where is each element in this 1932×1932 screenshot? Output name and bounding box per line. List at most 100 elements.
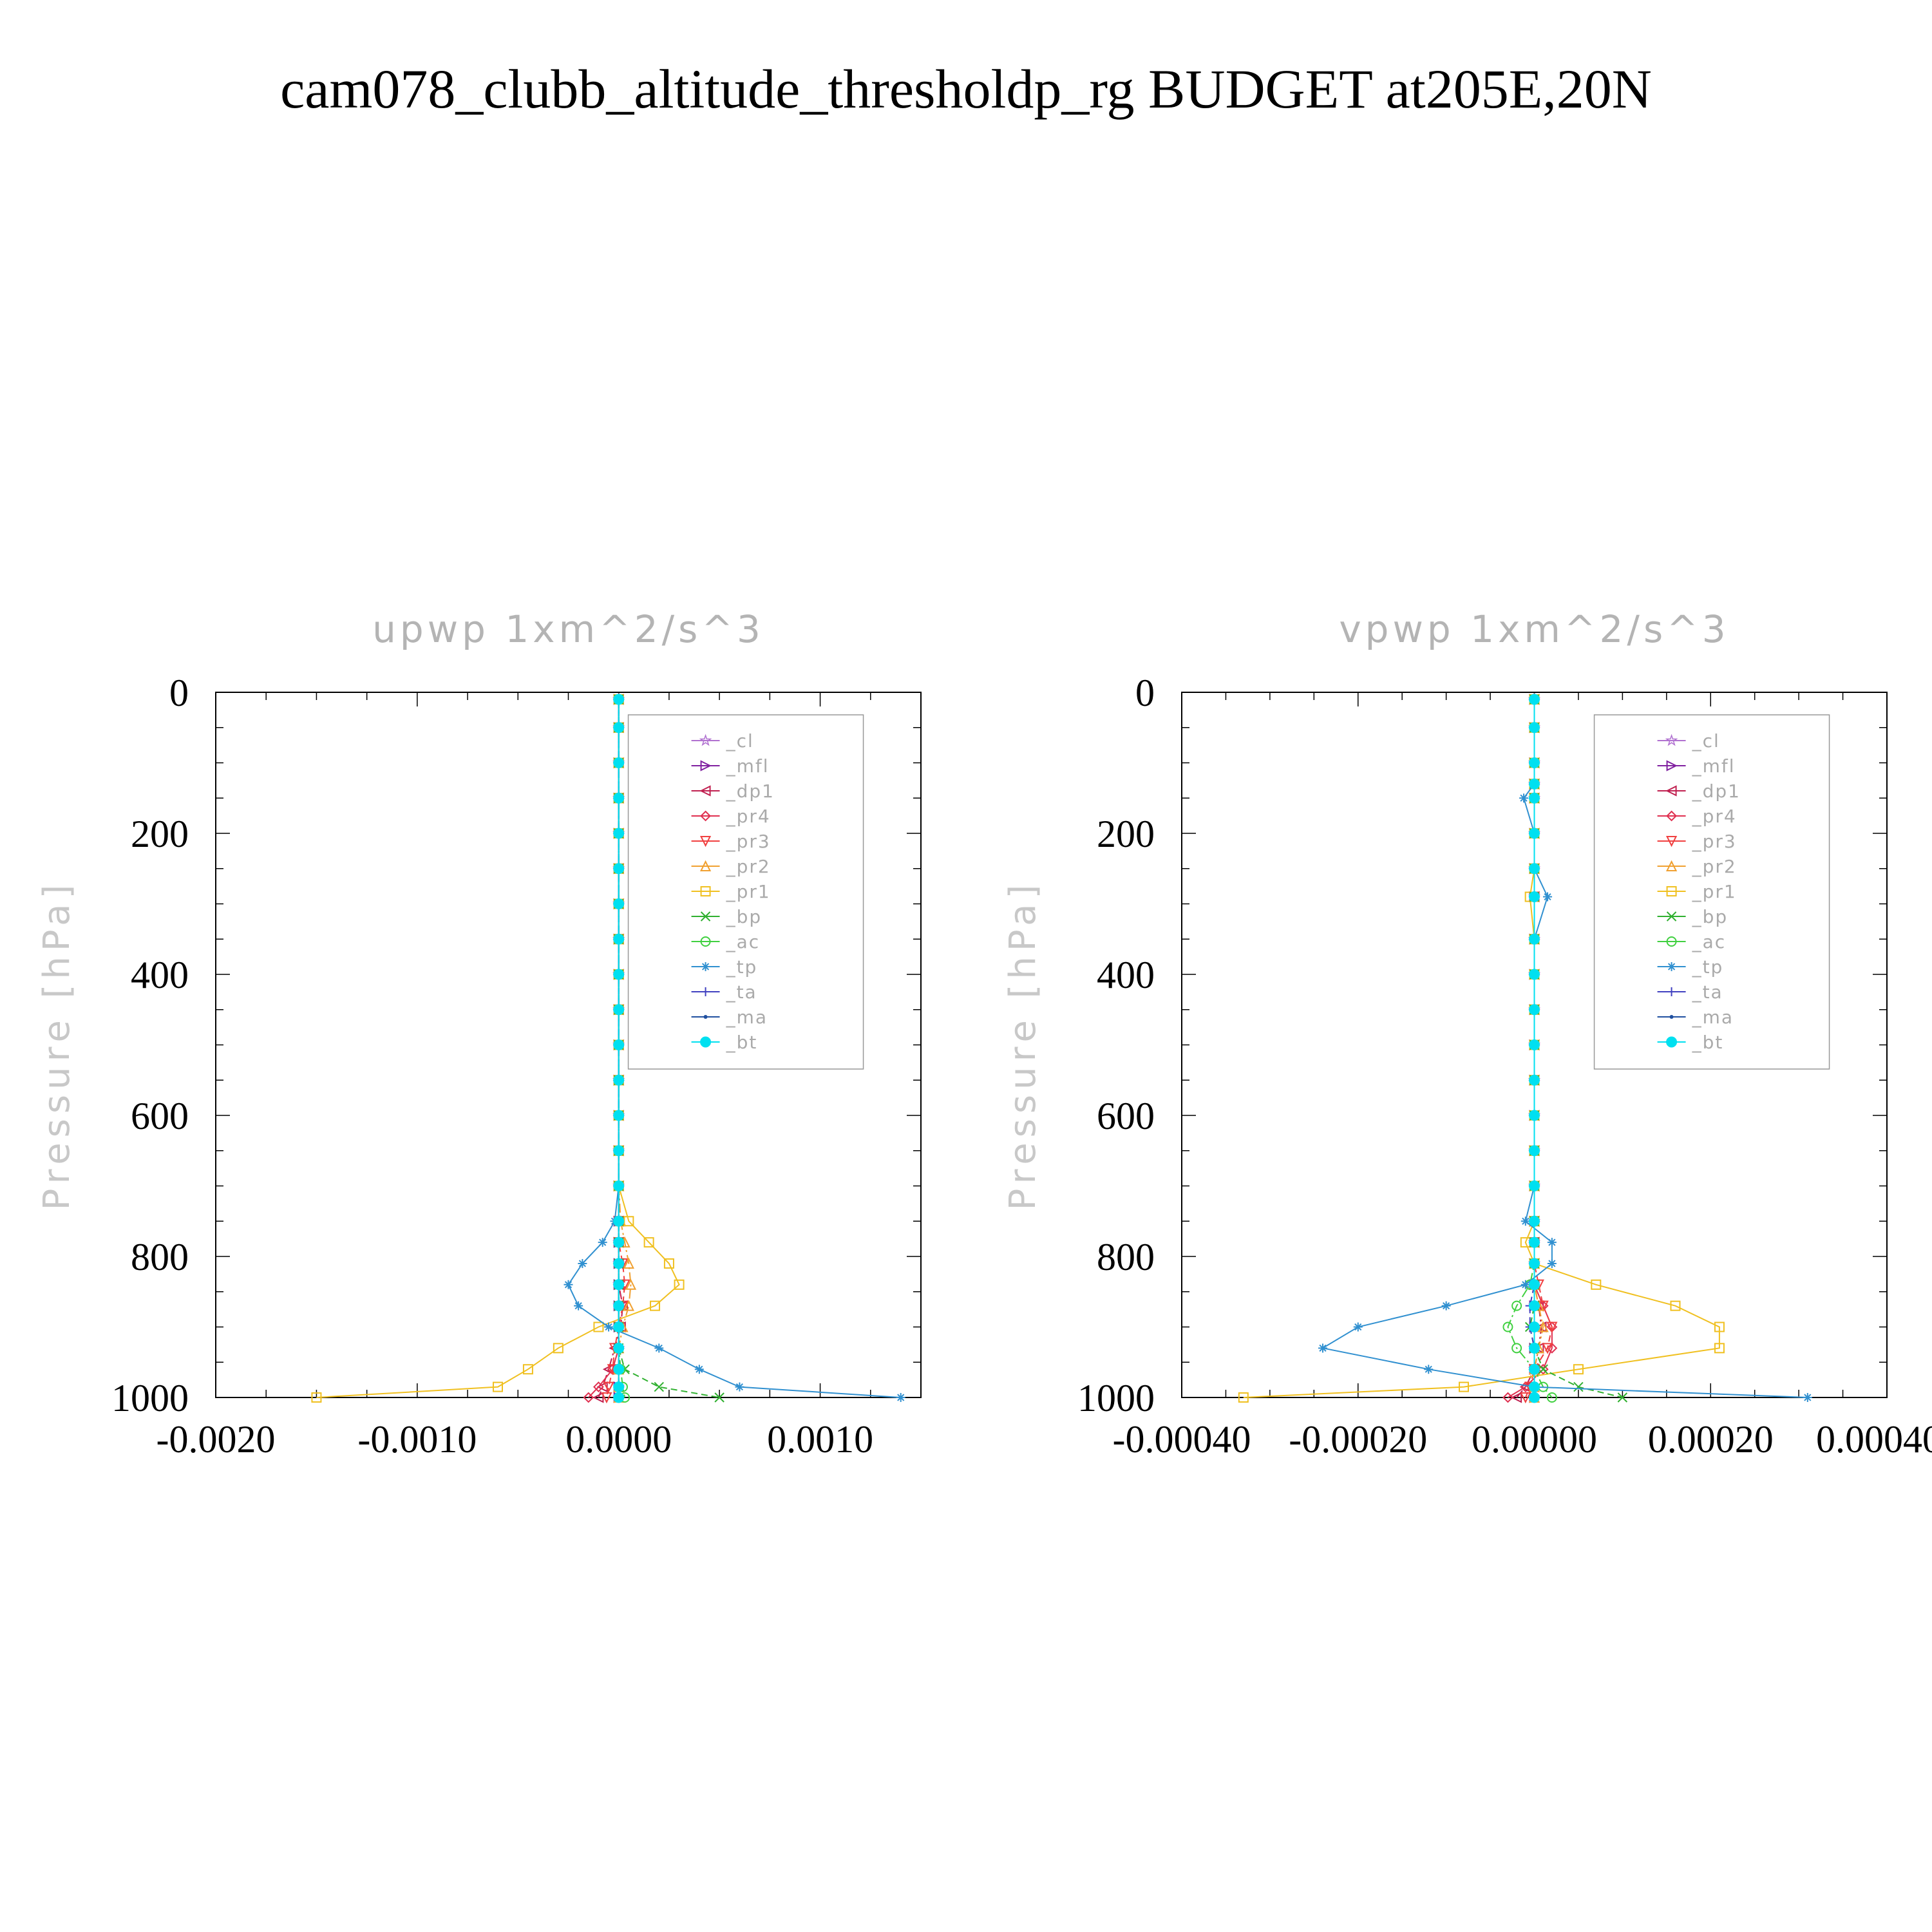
data-point <box>1546 1392 1557 1403</box>
data-point <box>1617 1392 1628 1403</box>
data-point <box>564 1280 573 1289</box>
data-point <box>493 1381 503 1392</box>
legend-marker <box>699 734 712 746</box>
data-point <box>1537 1321 1549 1332</box>
data-point <box>1529 1180 1540 1191</box>
data-point <box>1424 1365 1434 1374</box>
series-line-pr1 <box>316 699 680 1398</box>
y-tick-label: 1000 <box>111 1377 189 1419</box>
x-tick-label: -0.00040 <box>1113 1418 1251 1461</box>
data-point <box>1502 1321 1513 1332</box>
data-point <box>1441 1301 1451 1311</box>
legend-marker <box>700 936 711 947</box>
data-point <box>1529 1392 1540 1403</box>
legend-label: _pr3 <box>1692 831 1737 852</box>
data-point <box>613 898 625 909</box>
data-point <box>674 1279 685 1290</box>
data-point <box>735 1382 744 1392</box>
legend-label: _mfl <box>726 755 770 777</box>
data-point <box>613 1300 625 1312</box>
data-point <box>1529 1074 1540 1086</box>
data-point <box>654 1343 664 1353</box>
legend-marker <box>699 785 711 797</box>
y-tick-label: 600 <box>131 1095 189 1137</box>
data-point <box>1529 828 1540 839</box>
data-point <box>604 1322 614 1332</box>
legend-label: _ma <box>1692 1007 1734 1028</box>
legend-marker <box>1666 810 1677 822</box>
data-point <box>1529 722 1540 734</box>
data-point <box>593 1381 604 1392</box>
data-point <box>613 722 625 734</box>
data-point <box>613 757 625 768</box>
data-point <box>1573 1381 1584 1392</box>
legend-marker <box>1666 760 1678 772</box>
legend-label: _pr2 <box>726 856 771 877</box>
panel-title: vpwp 1xm^2/s^3 <box>1339 607 1729 651</box>
data-point <box>896 1393 905 1402</box>
legend-marker <box>1666 911 1677 922</box>
data-point <box>1573 1364 1584 1375</box>
data-point <box>593 1321 604 1332</box>
data-point <box>1537 1363 1549 1375</box>
x-tick-label: -0.0020 <box>156 1418 276 1461</box>
x-tick-label: 0.0000 <box>565 1418 672 1461</box>
data-point <box>1529 933 1540 945</box>
x-tick-label: 0.00020 <box>1648 1418 1774 1461</box>
data-point <box>1529 1145 1540 1157</box>
legend-label: _dp1 <box>726 781 775 802</box>
data-point <box>613 694 625 705</box>
x-tick-label: 0.00040 <box>1816 1418 1932 1461</box>
data-point <box>1529 1258 1540 1269</box>
x-tick-label: 0.00000 <box>1472 1418 1597 1461</box>
legend-label: _ta <box>726 981 757 1003</box>
legend-marker <box>1669 1015 1674 1019</box>
y-tick-label: 600 <box>1097 1095 1155 1137</box>
y-axis-label: Pressure [hPa] <box>1002 880 1044 1211</box>
data-point <box>1529 969 1540 980</box>
data-point <box>1519 793 1529 803</box>
legend-label: _pr4 <box>726 806 771 827</box>
legend-label: _ta <box>1692 981 1723 1003</box>
data-point <box>583 1392 594 1403</box>
legend-marker <box>1665 836 1678 848</box>
legend-label: _pr4 <box>1692 806 1737 827</box>
data-point <box>613 1381 625 1393</box>
legend-marker <box>701 962 710 971</box>
y-tick-label: 1000 <box>1077 1377 1155 1419</box>
data-point <box>1529 1215 1540 1227</box>
legend-marker <box>1667 987 1676 996</box>
data-point <box>613 863 625 875</box>
y-tick-label: 0 <box>169 672 189 714</box>
legend-marker <box>1667 962 1676 971</box>
y-tick-label: 0 <box>1135 672 1155 714</box>
data-point <box>1318 1343 1327 1353</box>
legend-label: _mfl <box>1692 755 1736 777</box>
data-point <box>613 1215 625 1227</box>
legend-label: _bp <box>726 906 762 927</box>
legend: _cl _mfl _dp1 _pr4 _pr3 _pr2 _pr1 _bp _ac _tp _ta _… <box>1593 714 1830 1070</box>
data-point <box>603 1381 614 1393</box>
legend-label: _ma <box>726 1007 768 1028</box>
data-point <box>1529 1279 1540 1291</box>
legend: _cl _mfl _dp1 _pr4 _pr3 _pr2 _pr1 _bp _ac _tp _ta _… <box>627 714 864 1070</box>
legend-label: _tp <box>1692 956 1724 978</box>
ticks <box>215 692 922 1398</box>
legend-marker <box>700 760 712 772</box>
data-point <box>1529 1342 1540 1354</box>
legend-marker <box>700 911 711 922</box>
chart-panel-1: upwp 1xm^2/s^3 Pressure [hPa] 0 200 400 600 80… <box>36 607 922 1461</box>
data-point <box>613 1110 625 1121</box>
data-point <box>1591 1279 1602 1290</box>
data-point <box>1353 1322 1363 1332</box>
legend-marker <box>699 860 712 871</box>
data-point <box>522 1364 533 1375</box>
data-point <box>598 1238 607 1247</box>
data-point <box>553 1343 564 1354</box>
data-point <box>613 1236 625 1248</box>
legend-label: _pr1 <box>726 881 771 902</box>
legend-marker <box>1666 886 1677 896</box>
data-point <box>613 1321 625 1332</box>
page-title: cam078_clubb_altitude_thresholdp_rg BUDG… <box>280 58 1652 120</box>
